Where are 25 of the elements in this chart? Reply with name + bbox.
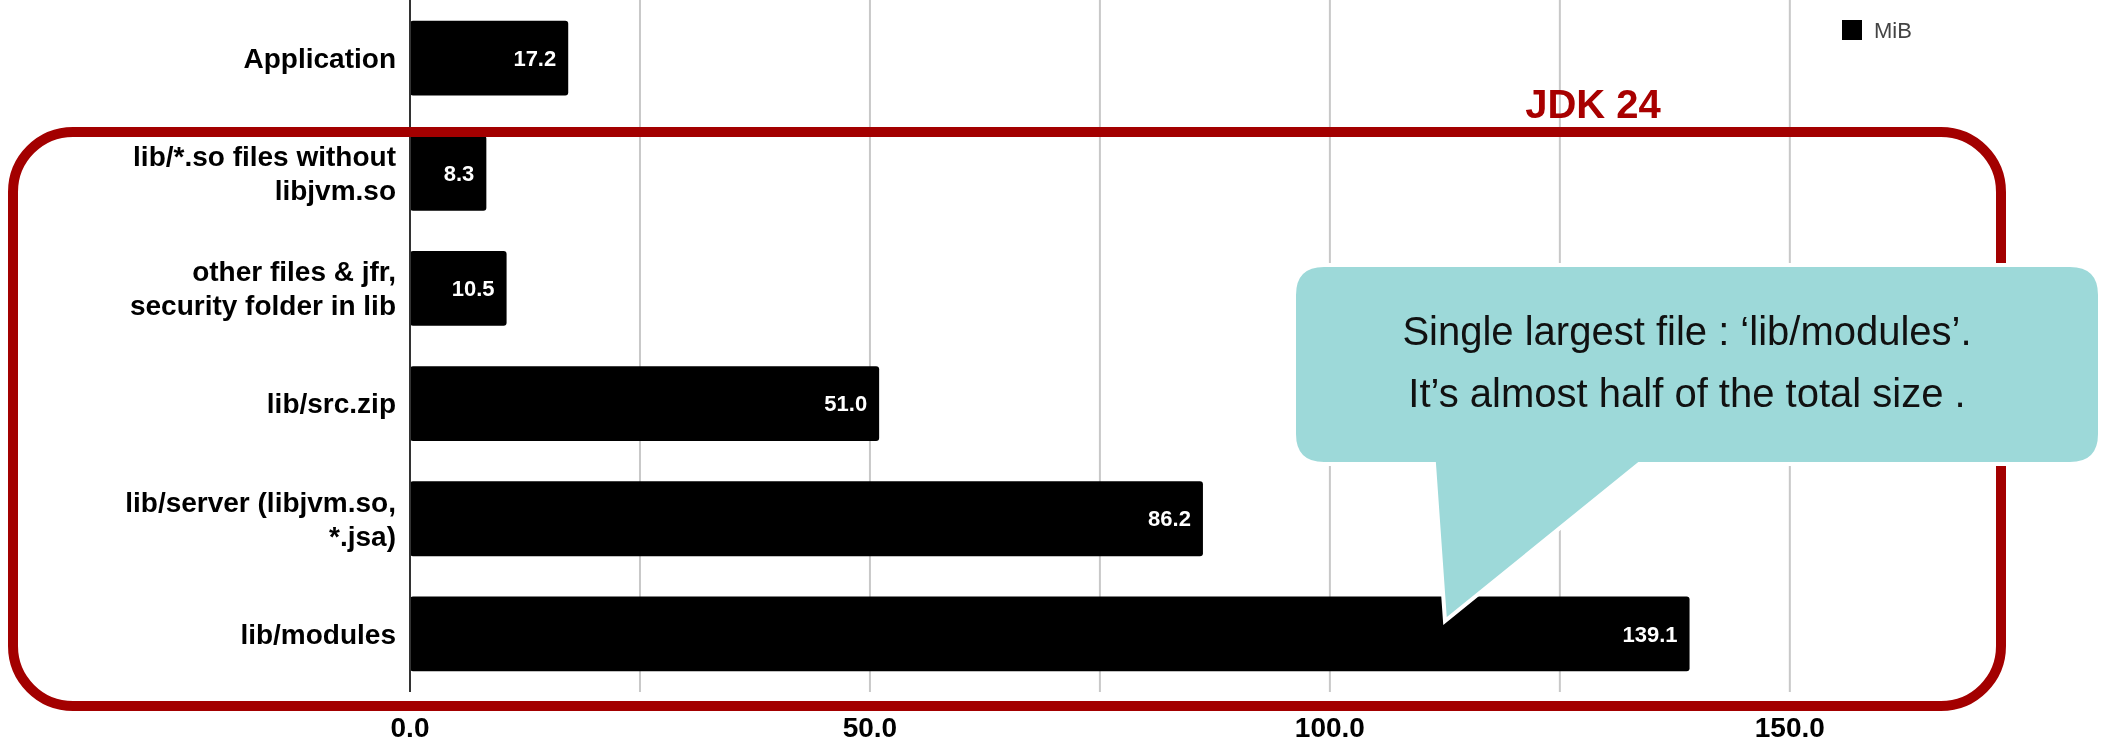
text: 86.2 xyxy=(1148,506,1191,532)
legend-label: MiB xyxy=(1874,17,1912,43)
x-tick-label: 50.0 xyxy=(842,712,898,743)
bar xyxy=(410,251,507,326)
annotation: Single largest file : ‘lib/modules’. It’s almost half of the total size . xyxy=(1402,309,1972,415)
y-tick-label: lib/server (libjvm.so, *.jsa) xyxy=(125,486,396,552)
y-tick-label: lib/modules xyxy=(240,618,396,650)
text: 8.3 xyxy=(443,160,475,186)
y-tick-label: other files & jfr, security folder in lib xyxy=(129,256,396,322)
text: 17.2 xyxy=(513,45,557,71)
y-tick-label: lib/src.zip xyxy=(266,388,396,420)
text: 10.5 xyxy=(451,276,495,302)
bar xyxy=(410,481,1203,557)
bar xyxy=(410,366,880,441)
y-tick-label: Application xyxy=(243,42,396,74)
x-tick-label: 100.0 xyxy=(1294,712,1365,743)
text: 139.1 xyxy=(1622,621,1678,647)
bar xyxy=(410,596,1690,672)
annotation: JDK 24 xyxy=(1525,82,1662,126)
x-tick-label: 0.0 xyxy=(390,712,430,743)
bar xyxy=(410,20,569,96)
x-tick-label: 150.0 xyxy=(1754,712,1825,743)
y-tick-label: lib/*.so files without libjvm.so xyxy=(133,141,396,207)
bar xyxy=(410,135,487,211)
text: 51.0 xyxy=(824,391,868,417)
